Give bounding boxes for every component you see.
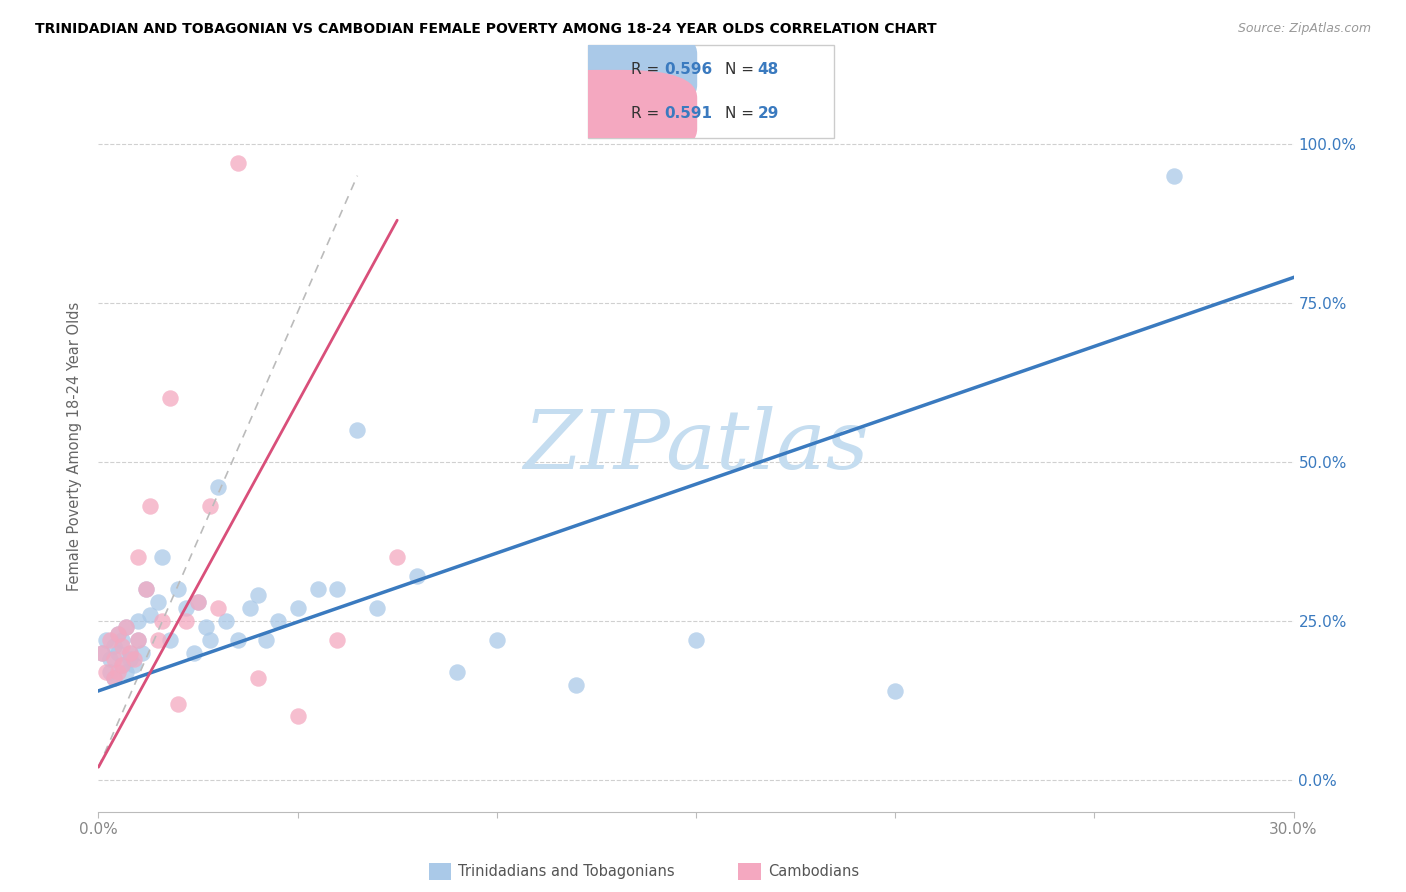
Point: [174, 601, 197, 615]
Point: [150, 550, 173, 565]
Point: [127, 614, 149, 628]
Point: [100, 652, 122, 666]
FancyBboxPatch shape: [523, 26, 697, 113]
Text: 0.596: 0.596: [664, 62, 713, 77]
Point: [111, 658, 134, 673]
Text: 48: 48: [758, 62, 779, 77]
Point: [254, 632, 277, 647]
Text: TRINIDADIAN AND TOBAGONIAN VS CAMBODIAN FEMALE POVERTY AMONG 18-24 YEAR OLDS COR: TRINIDADIAN AND TOBAGONIAN VS CAMBODIAN …: [35, 22, 936, 37]
Point: [103, 652, 125, 666]
Text: 29: 29: [758, 106, 779, 121]
Point: [127, 632, 149, 647]
Point: [226, 156, 249, 170]
Point: [103, 671, 125, 685]
FancyBboxPatch shape: [523, 70, 697, 157]
Point: [111, 658, 134, 673]
Point: [148, 632, 170, 647]
Point: [139, 500, 162, 514]
Point: [103, 671, 125, 685]
Point: [246, 589, 269, 603]
Point: [159, 632, 181, 647]
Point: [1163, 169, 1185, 183]
Text: 0.591: 0.591: [664, 106, 711, 121]
Point: [148, 595, 170, 609]
Point: [366, 601, 388, 615]
Point: [111, 640, 134, 654]
Point: [207, 601, 229, 615]
Point: [159, 392, 181, 406]
Point: [124, 652, 146, 666]
Point: [187, 595, 209, 609]
Text: N =: N =: [725, 62, 759, 77]
Point: [100, 632, 122, 647]
Point: [267, 614, 290, 628]
Point: [565, 677, 588, 691]
Point: [307, 582, 329, 596]
Point: [131, 646, 153, 660]
Text: N =: N =: [725, 106, 759, 121]
Point: [103, 640, 125, 654]
Text: Source: ZipAtlas.com: Source: ZipAtlas.com: [1237, 22, 1371, 36]
Point: [111, 632, 134, 647]
Point: [195, 620, 218, 634]
Point: [135, 582, 157, 596]
Y-axis label: Female Poverty Among 18-24 Year Olds: Female Poverty Among 18-24 Year Olds: [67, 301, 83, 591]
Point: [107, 646, 129, 660]
Point: [91, 646, 114, 660]
Point: [107, 665, 129, 679]
Point: [198, 632, 221, 647]
FancyBboxPatch shape: [588, 45, 834, 138]
Point: [127, 632, 149, 647]
Point: [884, 684, 907, 698]
Text: Cambodians: Cambodians: [768, 864, 859, 879]
Point: [150, 614, 173, 628]
Point: [183, 646, 205, 660]
Point: [246, 671, 269, 685]
Point: [446, 665, 468, 679]
Point: [96, 632, 118, 647]
Point: [485, 632, 508, 647]
Point: [174, 614, 197, 628]
Point: [139, 607, 162, 622]
Point: [91, 646, 114, 660]
Point: [385, 550, 409, 565]
Point: [107, 626, 129, 640]
Point: [115, 620, 138, 634]
Point: [239, 601, 262, 615]
Point: [215, 614, 238, 628]
Point: [107, 626, 129, 640]
Point: [287, 601, 309, 615]
Point: [167, 582, 190, 596]
Point: [226, 632, 249, 647]
Point: [326, 582, 349, 596]
Point: [207, 480, 229, 494]
Point: [198, 500, 221, 514]
Point: [96, 665, 118, 679]
Point: [287, 709, 309, 723]
Point: [406, 569, 429, 583]
Point: [326, 632, 349, 647]
Point: [127, 550, 149, 565]
Point: [120, 646, 142, 660]
Point: [135, 582, 157, 596]
Point: [346, 423, 368, 437]
Point: [685, 632, 707, 647]
Text: R =: R =: [631, 106, 664, 121]
Point: [115, 620, 138, 634]
Point: [120, 646, 142, 660]
Text: ZIPatlas: ZIPatlas: [523, 406, 869, 486]
Point: [100, 665, 122, 679]
Point: [120, 652, 142, 666]
Point: [115, 665, 138, 679]
Point: [167, 697, 190, 711]
Text: R =: R =: [631, 62, 664, 77]
Text: Trinidadians and Tobagonians: Trinidadians and Tobagonians: [458, 864, 675, 879]
Point: [124, 658, 146, 673]
Point: [187, 595, 209, 609]
